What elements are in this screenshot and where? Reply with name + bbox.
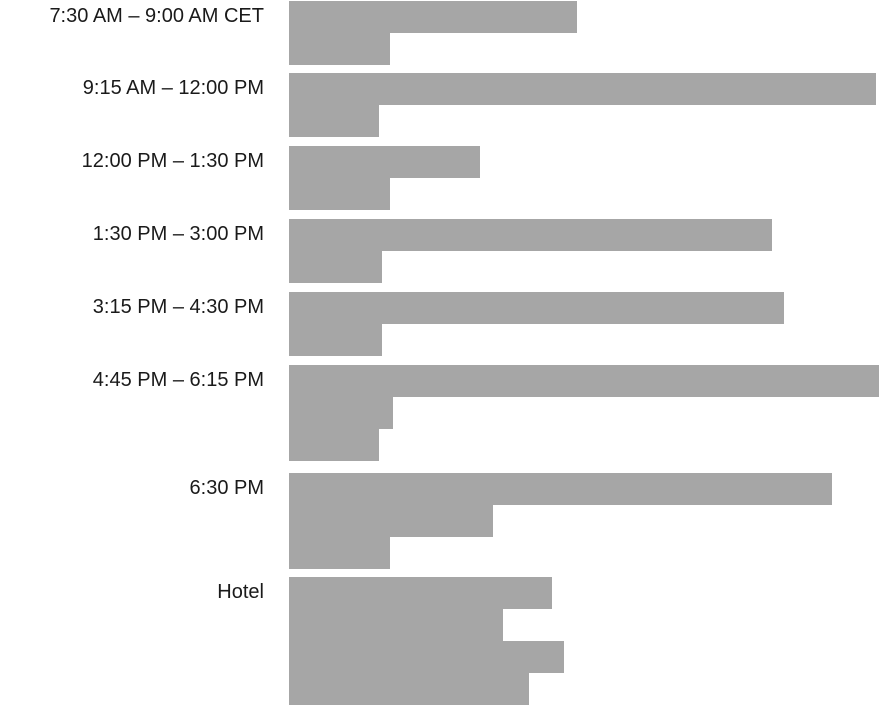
redacted-text-bar — [289, 1, 577, 33]
redacted-text-bar — [289, 429, 379, 461]
redacted-text-bar — [289, 609, 503, 641]
agenda-time-label: 3:15 PM – 4:30 PM — [92, 296, 264, 318]
redacted-text-bar — [289, 146, 480, 178]
redacted-text-bar — [289, 641, 564, 673]
redacted-text-bar — [289, 365, 879, 397]
redacted-text-bar — [289, 473, 832, 505]
redacted-text-bar — [289, 537, 390, 569]
agenda-time-label: 1:30 PM – 3:00 PM — [92, 223, 264, 245]
agenda-time-label: 6:30 PM — [189, 477, 264, 499]
redacted-text-bar — [289, 73, 876, 105]
agenda-time-label: 7:30 AM – 9:00 AM CET — [49, 5, 264, 27]
redacted-text-bar — [289, 505, 493, 537]
redacted-text-bar — [289, 397, 393, 429]
redacted-text-bar — [289, 251, 382, 283]
agenda-time-label: Hotel — [217, 581, 264, 603]
agenda-time-label: 9:15 AM – 12:00 PM — [82, 77, 264, 99]
redacted-text-bar — [289, 577, 552, 609]
agenda-time-label: 4:45 PM – 6:15 PM — [92, 369, 264, 391]
redacted-text-bar — [289, 673, 529, 705]
redacted-text-bar — [289, 178, 390, 210]
redacted-text-bar — [289, 219, 772, 251]
agenda-time-label: 12:00 PM – 1:30 PM — [81, 150, 264, 172]
redacted-text-bar — [289, 292, 784, 324]
redacted-text-bar — [289, 324, 382, 356]
redacted-text-bar — [289, 33, 390, 65]
redacted-text-bar — [289, 105, 379, 137]
